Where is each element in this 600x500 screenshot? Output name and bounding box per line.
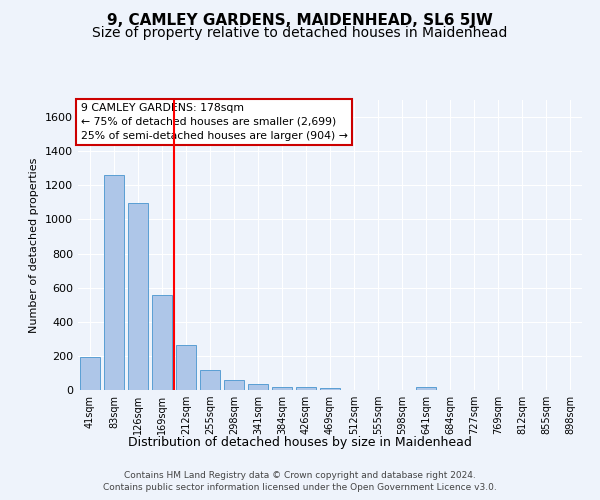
Text: Size of property relative to detached houses in Maidenhead: Size of property relative to detached ho… bbox=[92, 26, 508, 40]
Text: Contains public sector information licensed under the Open Government Licence v3: Contains public sector information licen… bbox=[103, 483, 497, 492]
Text: 9, CAMLEY GARDENS, MAIDENHEAD, SL6 5JW: 9, CAMLEY GARDENS, MAIDENHEAD, SL6 5JW bbox=[107, 12, 493, 28]
Bar bbox=[152, 295, 172, 390]
Bar bbox=[104, 174, 124, 390]
Bar bbox=[128, 204, 148, 390]
Bar bbox=[296, 388, 316, 390]
Bar bbox=[80, 357, 100, 390]
Bar bbox=[200, 370, 220, 390]
Text: Distribution of detached houses by size in Maidenhead: Distribution of detached houses by size … bbox=[128, 436, 472, 449]
Text: Contains HM Land Registry data © Crown copyright and database right 2024.: Contains HM Land Registry data © Crown c… bbox=[124, 472, 476, 480]
Bar bbox=[416, 386, 436, 390]
Text: 9 CAMLEY GARDENS: 178sqm
← 75% of detached houses are smaller (2,699)
25% of sem: 9 CAMLEY GARDENS: 178sqm ← 75% of detach… bbox=[80, 103, 347, 141]
Bar bbox=[224, 380, 244, 390]
Bar bbox=[248, 384, 268, 390]
Bar bbox=[320, 388, 340, 390]
Y-axis label: Number of detached properties: Number of detached properties bbox=[29, 158, 40, 332]
Bar bbox=[272, 386, 292, 390]
Bar bbox=[176, 345, 196, 390]
